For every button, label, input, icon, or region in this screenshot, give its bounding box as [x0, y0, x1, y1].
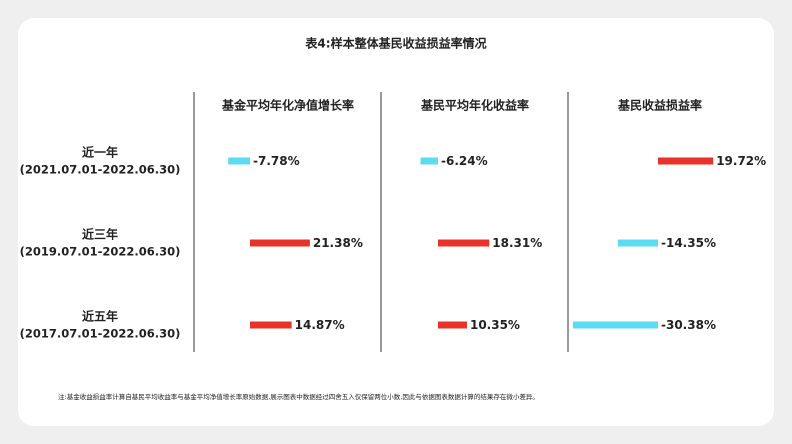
card [18, 18, 774, 426]
value-label: 19.72% [716, 154, 766, 168]
column-header: 基民平均年化收益率 [420, 98, 529, 113]
bar [572, 321, 658, 329]
value-label: 10.35% [470, 318, 520, 332]
value-label: -7.78% [253, 154, 300, 168]
chart-title: 表4:样本整体基民收益损益率情况 [304, 36, 486, 51]
value-label: -14.35% [661, 236, 716, 250]
row-range: (2017.07.01-2022.06.30) [20, 327, 181, 341]
row-label: 近一年 [82, 145, 118, 160]
bar [250, 239, 310, 247]
row-range: (2021.07.01-2022.06.30) [20, 163, 181, 177]
bar [438, 321, 467, 329]
value-label: 14.87% [295, 318, 345, 332]
column-header: 基金平均年化净值增长率 [221, 98, 354, 113]
column-header: 基民收益损益率 [617, 98, 702, 113]
row-range: (2019.07.01-2022.06.30) [20, 245, 181, 259]
value-label: 21.38% [313, 236, 363, 250]
row-label: 近三年 [82, 227, 118, 242]
bar [228, 157, 250, 165]
bar [250, 321, 292, 329]
value-label: -30.38% [661, 318, 716, 332]
bar [658, 157, 714, 165]
bar [420, 157, 438, 165]
note: 注:基金收益损益率计算自基民平均收益率与基金平均净值增长率原始数据,展示图表中数… [58, 392, 539, 401]
value-label: -6.24% [441, 154, 488, 168]
value-label: 18.31% [492, 236, 542, 250]
bar [438, 239, 490, 247]
bar [617, 239, 658, 247]
row-label: 近五年 [82, 309, 118, 324]
